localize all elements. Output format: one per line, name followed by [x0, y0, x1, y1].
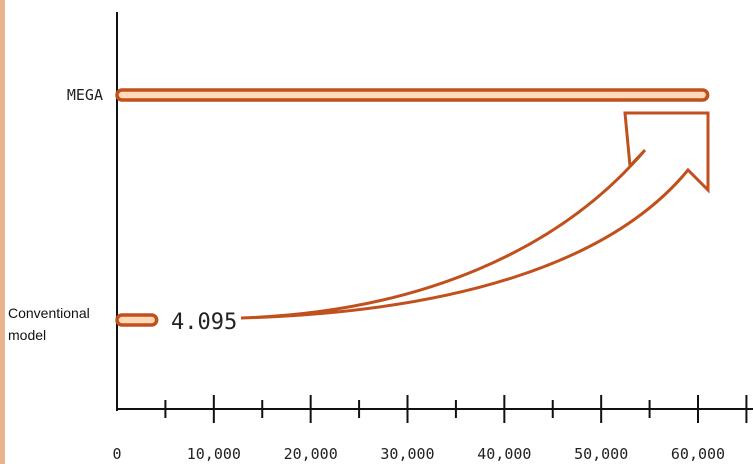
x-tick-label: 10,000 — [187, 445, 241, 463]
category-label: model — [8, 327, 46, 343]
category-labels: MEGA Conventional model — [8, 86, 103, 343]
annotations: 4.095 — [171, 111, 710, 335]
bars — [115, 88, 710, 327]
category-label: Conventional — [8, 305, 90, 321]
chart-axes — [116, 12, 753, 411]
accent-strip — [0, 0, 5, 464]
x-axis-ticks — [164, 395, 748, 423]
x-tick-label: 0 — [112, 445, 121, 463]
data-label-conventional-model: 4.095 — [171, 310, 237, 335]
category-label: MEGA — [67, 86, 103, 104]
x-tick-label: 30,000 — [380, 445, 434, 463]
bar-conventional-model — [115, 313, 159, 327]
growth-arrow — [240, 111, 710, 320]
x-tick-label: 50,000 — [574, 445, 628, 463]
x-tick-label: 20,000 — [284, 445, 338, 463]
x-axis-tick-labels: 0 10,000 20,000 30,000 40,000 50,000 60,000 — [112, 445, 725, 463]
bar-mega — [115, 88, 710, 102]
x-tick-label: 40,000 — [477, 445, 531, 463]
x-tick-label: 60,000 — [671, 445, 725, 463]
